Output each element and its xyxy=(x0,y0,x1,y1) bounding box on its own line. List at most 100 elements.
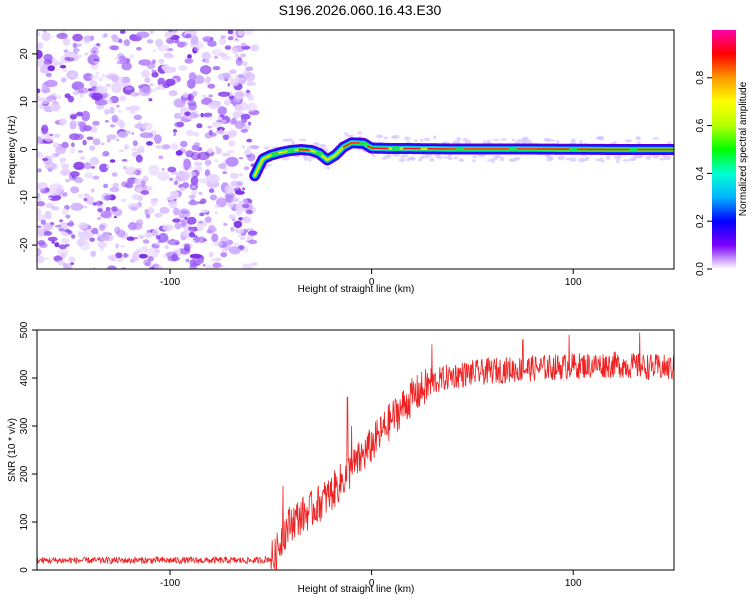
noise-blob xyxy=(230,78,240,87)
ridge-halo-speck xyxy=(390,136,399,139)
ridge-halo-speck xyxy=(472,155,478,159)
snr-x-axis: -100 0 100 xyxy=(160,570,582,589)
noise-blob xyxy=(111,74,119,83)
noise-blob xyxy=(205,161,211,168)
noise-blob xyxy=(141,122,153,131)
noise-blob xyxy=(116,229,126,238)
noise-blob xyxy=(169,200,178,209)
noise-blob xyxy=(146,141,153,146)
noise-blob xyxy=(133,114,142,121)
ridge-halo-speck xyxy=(417,158,423,162)
noise-blob xyxy=(201,51,211,61)
ridge-halo-speck xyxy=(616,158,620,164)
noise-blob xyxy=(184,232,190,240)
noise-blob xyxy=(102,150,110,157)
noise-blob xyxy=(227,202,235,208)
noise-blob xyxy=(248,239,258,245)
noise-blob xyxy=(95,200,103,207)
noise-blob xyxy=(147,256,154,262)
noise-blob xyxy=(191,189,198,197)
ridge-halo-speck xyxy=(263,146,270,150)
noise-blob xyxy=(191,185,196,189)
ridge-halo-speck xyxy=(645,156,652,160)
noise-blob xyxy=(101,231,110,241)
noise-blob xyxy=(100,86,108,95)
ridge-halo-speck xyxy=(399,155,406,158)
noise-blob xyxy=(196,223,204,232)
noise-blob xyxy=(246,89,250,94)
noise-blob xyxy=(203,38,210,42)
snr-series-line xyxy=(37,332,674,570)
noise-blob xyxy=(60,237,70,244)
noise-blob xyxy=(192,240,196,243)
noise-blob xyxy=(131,194,141,200)
noise-blob xyxy=(93,58,99,62)
noise-blob xyxy=(114,56,120,61)
noise-blob xyxy=(218,37,226,45)
noise-blob xyxy=(185,129,195,137)
noise-blob xyxy=(144,77,151,83)
colorbar: 0.0 0.2 0.4 0.6 0.8 Normalized spectral ampl… xyxy=(695,30,749,276)
noise-blob xyxy=(158,266,163,269)
noise-blob xyxy=(109,159,116,163)
noise-blob xyxy=(241,145,246,149)
ridge-halo-speck xyxy=(631,158,636,161)
noise-blob xyxy=(200,65,212,75)
noise-blob xyxy=(70,202,84,211)
noise-blob xyxy=(168,90,178,97)
noise-blob xyxy=(55,146,67,155)
noise-blob xyxy=(98,224,106,231)
noise-blob xyxy=(116,104,120,108)
noise-blob xyxy=(70,262,74,265)
noise-blob xyxy=(119,30,126,34)
ridge-halo-speck xyxy=(515,139,521,145)
noise-blob xyxy=(100,142,105,146)
noise-blob xyxy=(72,33,83,42)
noise-blob xyxy=(224,184,235,194)
noise-blob xyxy=(83,197,88,202)
noise-blob xyxy=(99,163,109,173)
snr-panel: -100 0 100 0 100 200 300 400 500 Height of stra… xyxy=(7,321,675,595)
ridge-halo-speck xyxy=(406,157,410,162)
noise-blob xyxy=(193,74,205,85)
noise-blob xyxy=(191,144,200,151)
noise-blob xyxy=(248,138,253,143)
noise-blob xyxy=(243,166,250,171)
noise-blob xyxy=(244,30,253,36)
noise-blob xyxy=(83,35,92,43)
ridge-halo-speck xyxy=(557,155,565,161)
noise-blob xyxy=(238,157,243,160)
noise-blob xyxy=(118,39,123,44)
noise-blob xyxy=(239,236,246,241)
noise-blob xyxy=(96,104,104,110)
noise-blob xyxy=(240,113,251,120)
noise-blob xyxy=(136,148,145,154)
noise-blob xyxy=(90,250,97,257)
noise-blob xyxy=(62,37,71,46)
spectrogram-noise-region xyxy=(37,30,260,269)
noise-blob xyxy=(237,30,244,37)
noise-blob xyxy=(206,171,210,175)
noise-blob xyxy=(221,247,228,253)
noise-blob xyxy=(214,159,219,163)
ridge-halo-speck xyxy=(578,157,585,163)
ridge-halo-speck xyxy=(490,158,495,163)
noise-blob xyxy=(217,104,222,107)
ridge-halo-speck xyxy=(487,159,492,162)
noise-blob xyxy=(188,200,199,206)
noise-blob xyxy=(234,53,239,58)
noise-blob xyxy=(44,135,54,142)
y-tick-label: 0 xyxy=(19,567,30,573)
noise-blob xyxy=(161,168,165,171)
noise-blob xyxy=(224,45,232,50)
noise-blob xyxy=(230,32,238,38)
noise-blob xyxy=(78,89,84,93)
noise-blob xyxy=(41,85,51,94)
noise-blob xyxy=(89,145,96,151)
noise-blob xyxy=(213,204,221,209)
noise-blob xyxy=(50,102,61,112)
noise-blob xyxy=(211,43,217,47)
noise-blob xyxy=(227,150,234,154)
noise-blob xyxy=(190,175,199,186)
noise-blob xyxy=(44,79,58,88)
